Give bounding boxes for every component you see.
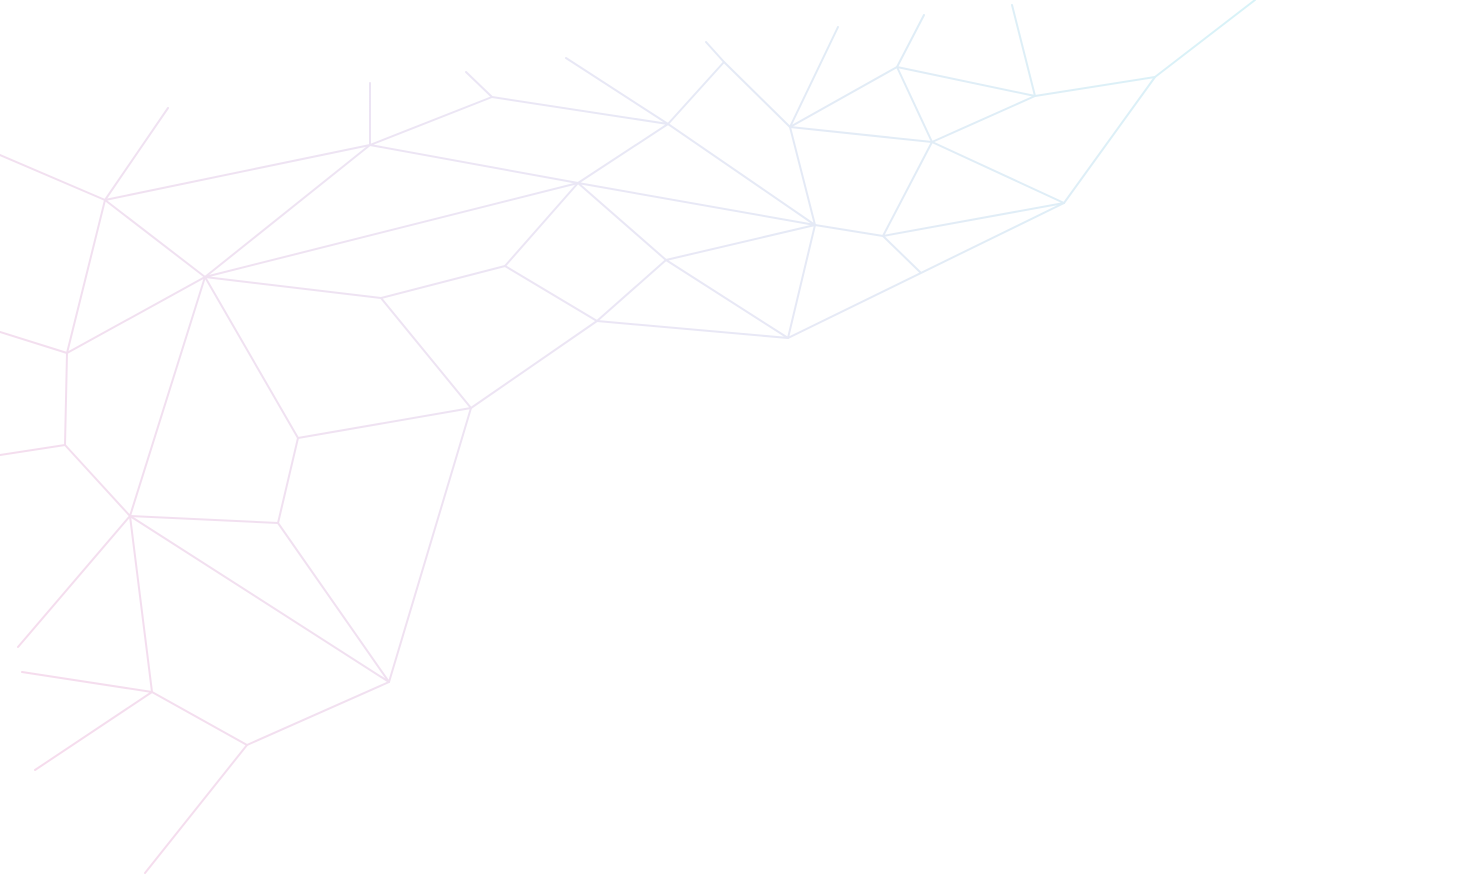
network-edge [64, 444, 131, 517]
network-edge [577, 182, 816, 226]
network-edge [491, 96, 669, 125]
network-edge [1034, 76, 1156, 97]
network-edge [0, 444, 66, 456]
network-edge [896, 14, 925, 68]
network-edge [66, 199, 106, 354]
network-edge [504, 182, 579, 267]
network-edge [787, 202, 1065, 339]
network-edge [1154, 0, 1256, 78]
network-edge [129, 515, 390, 683]
network-edge [787, 224, 816, 339]
network-edge [204, 276, 299, 439]
network-edge [465, 71, 493, 98]
network-edge [577, 182, 667, 261]
network-edge [1063, 76, 1156, 204]
network-edge [789, 26, 839, 128]
network-edge [665, 259, 789, 339]
network-edge [814, 224, 884, 237]
network-edge [369, 96, 493, 146]
network-edge [380, 265, 506, 299]
network-edge [667, 123, 816, 226]
network-edge [596, 320, 789, 339]
network-edge [21, 671, 153, 693]
network-edge [470, 320, 598, 409]
network-edge [705, 41, 725, 63]
network-edge [882, 235, 921, 273]
network-edge [667, 61, 725, 125]
network-edge [882, 202, 1065, 237]
network-edge [931, 141, 1065, 204]
network-edge [789, 126, 816, 226]
network-edge [129, 515, 153, 693]
network-edge [34, 691, 153, 771]
network-edge [723, 61, 791, 128]
network-edge [0, 154, 106, 201]
network-edge [380, 297, 472, 409]
network-edges [0, 0, 1256, 874]
network-edge [896, 66, 933, 143]
network-edge [388, 407, 472, 683]
network-edge [931, 95, 1036, 143]
network-edge [64, 352, 68, 446]
network-edge [17, 515, 131, 648]
network-edge [577, 123, 669, 184]
network-edge [246, 681, 390, 746]
network-edge [789, 66, 898, 128]
network-edge [665, 224, 816, 261]
network-edge [504, 265, 598, 322]
network-edge [277, 437, 299, 524]
network-edge [66, 276, 206, 354]
network-edge [789, 126, 933, 143]
network-edge [369, 144, 579, 184]
network-edge [204, 144, 371, 278]
network-edge [204, 182, 579, 278]
network-edge [151, 691, 248, 746]
network-edge [144, 744, 248, 874]
network-edge [882, 141, 933, 237]
network-edge [104, 199, 206, 278]
network-edge [104, 144, 371, 201]
network-edge [596, 259, 667, 322]
network-edge [565, 57, 669, 125]
network-edge [277, 522, 390, 683]
network-edge [0, 331, 68, 354]
network-edge [1011, 4, 1036, 97]
network-edge [104, 107, 169, 201]
network-edge [896, 66, 1036, 97]
network-edge [129, 515, 279, 524]
network-edge [297, 407, 472, 439]
network-edge [204, 276, 382, 299]
network-edge [129, 276, 206, 517]
